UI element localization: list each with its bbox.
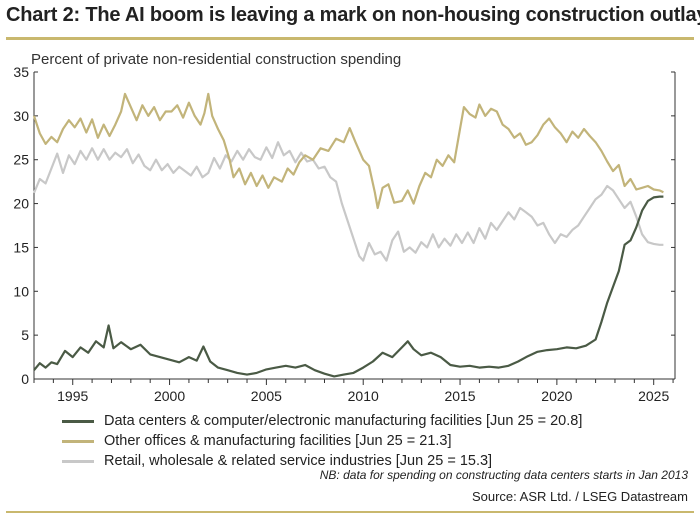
chart-title: Chart 2: The AI boom is leaving a mark o… bbox=[6, 4, 700, 26]
title-rule bbox=[6, 37, 694, 40]
legend-swatch-retail bbox=[62, 459, 94, 463]
x-tick-label: 1995 bbox=[57, 388, 88, 404]
legend-item-data-centers: Data centers & computer/electronic manuf… bbox=[62, 411, 582, 431]
source-note: Source: ASR Ltd. / LSEG Datastream bbox=[471, 489, 688, 504]
x-tick-label: 2020 bbox=[541, 388, 572, 404]
y-tick-label: 20 bbox=[13, 196, 29, 212]
legend-item-offices: Other offices & manufacturing facilities… bbox=[62, 431, 582, 451]
y-tick-label: 30 bbox=[13, 108, 29, 124]
y-tick-label: 5 bbox=[21, 327, 29, 343]
x-tick-label: 2015 bbox=[444, 388, 475, 404]
series-line-data-centers bbox=[33, 195, 664, 378]
x-tick-label: 2000 bbox=[154, 388, 185, 404]
legend-swatch-data-centers bbox=[62, 419, 94, 423]
series-lines bbox=[32, 92, 664, 378]
y-tick-label: 35 bbox=[13, 64, 29, 80]
legend-swatch-offices bbox=[62, 439, 94, 443]
bottom-rule bbox=[6, 511, 694, 513]
y-tick-label: 0 bbox=[21, 371, 29, 387]
legend-label-data-centers: Data centers & computer/electronic manuf… bbox=[104, 413, 583, 429]
y-axis-label: Percent of private non-residential const… bbox=[31, 51, 402, 68]
legend-label-offices: Other offices & manufacturing facilities… bbox=[104, 433, 452, 449]
y-tick-label: 15 bbox=[13, 239, 29, 255]
legend: Data centers & computer/electronic manuf… bbox=[62, 411, 582, 471]
x-tick-label: 2005 bbox=[251, 388, 282, 404]
legend-label-retail: Retail, wholesale & related service indu… bbox=[104, 453, 493, 469]
y-tick-label: 10 bbox=[13, 283, 29, 299]
footnote: NB: data for spending on constructing da… bbox=[319, 468, 688, 482]
y-tick-label: 25 bbox=[13, 152, 29, 168]
series-line-retail bbox=[32, 141, 664, 262]
legend-item-retail: Retail, wholesale & related service indu… bbox=[62, 451, 582, 471]
series-line-offices bbox=[32, 92, 664, 210]
x-tick-label: 2010 bbox=[348, 388, 379, 404]
x-tick-label: 2025 bbox=[638, 388, 669, 404]
